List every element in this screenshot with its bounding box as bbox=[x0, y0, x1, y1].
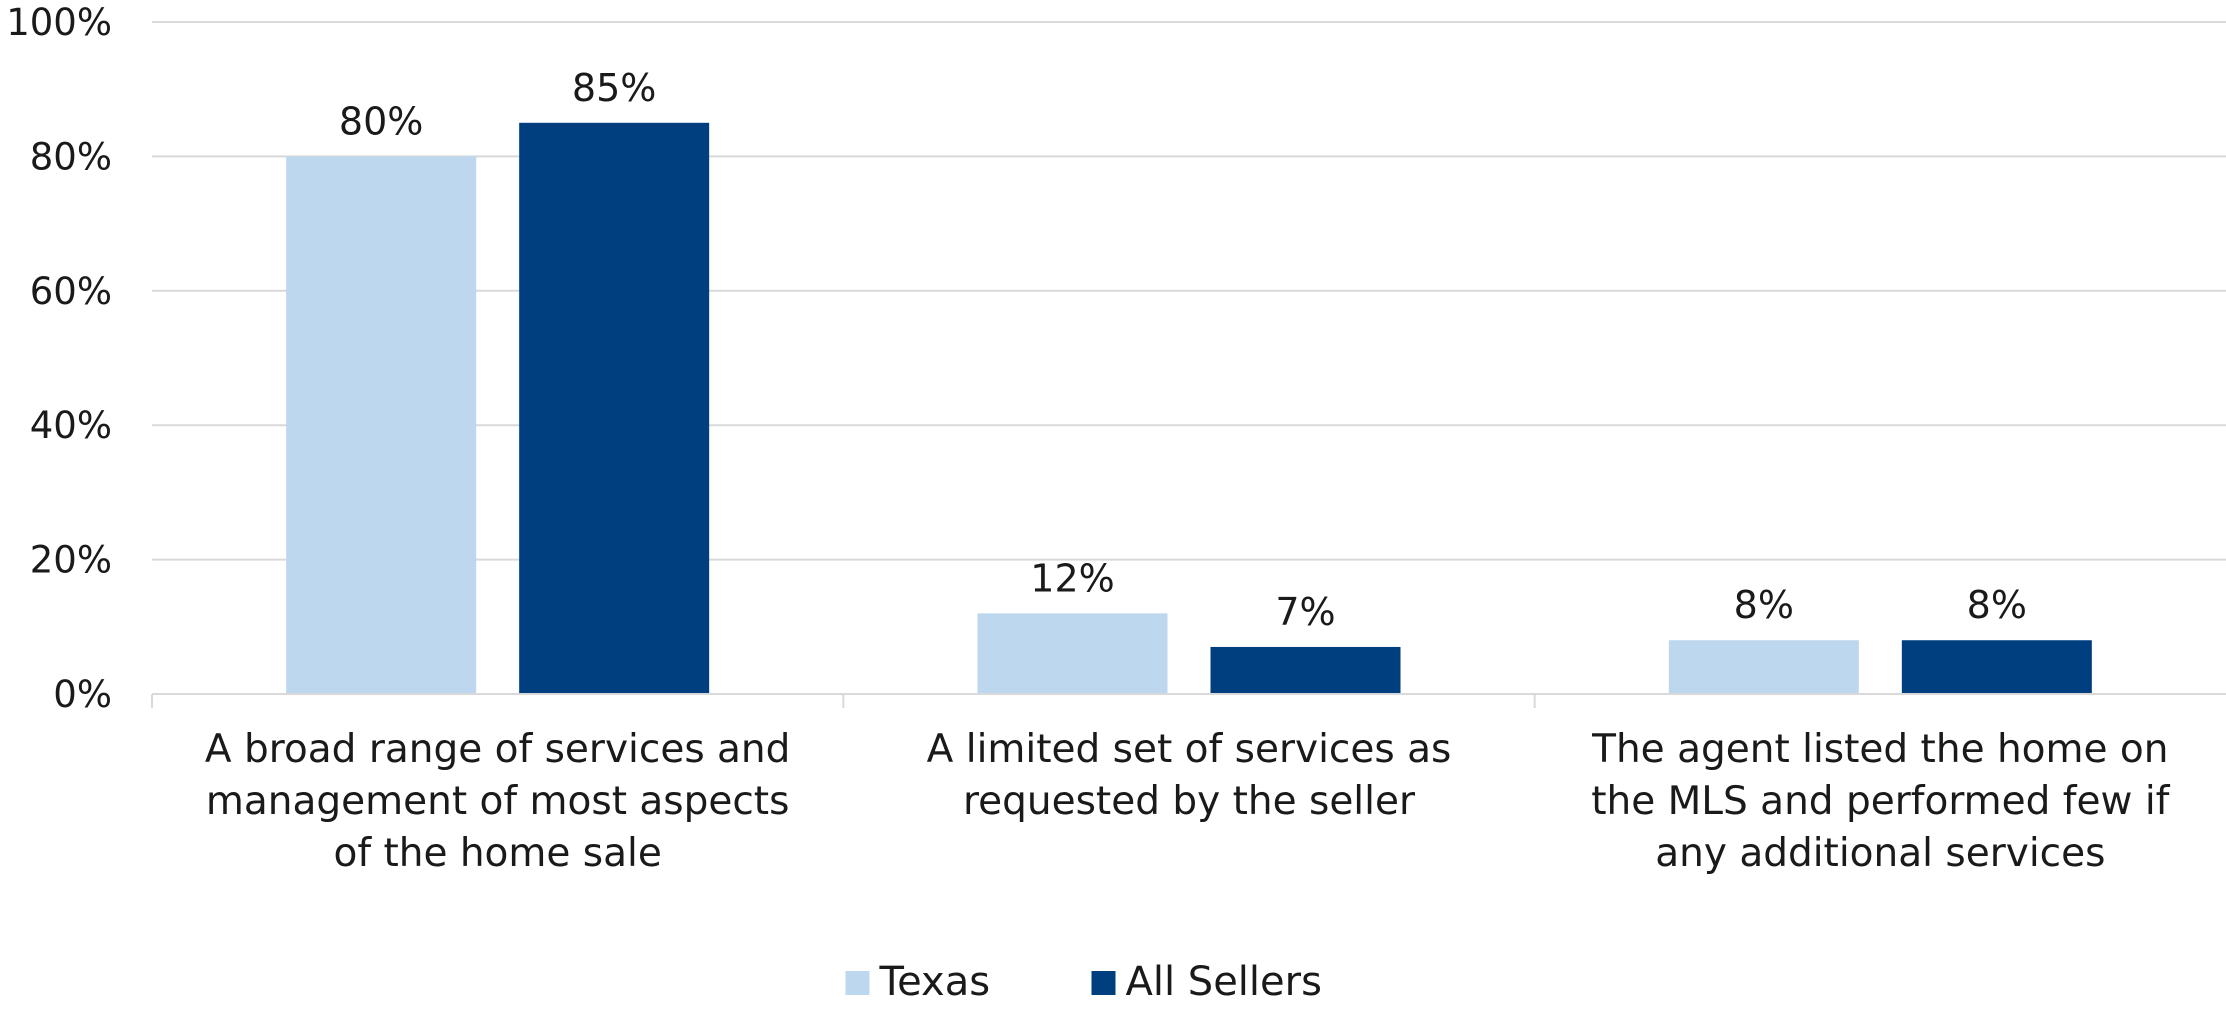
data-label: 85% bbox=[572, 66, 656, 110]
bar bbox=[1668, 640, 1859, 694]
legend: Texas All Sellers bbox=[845, 959, 1322, 1005]
legend-label: All Sellers bbox=[1126, 959, 1322, 1005]
data-label: 8% bbox=[1734, 583, 1794, 627]
bar bbox=[519, 122, 710, 695]
x-category-label: The agent listed the home on the MLS and … bbox=[1591, 727, 2171, 876]
data-label: 80% bbox=[339, 99, 423, 143]
bar bbox=[977, 613, 1168, 694]
legend-swatch bbox=[1091, 971, 1116, 995]
x-category-label: A broad range of services and management … bbox=[205, 727, 791, 876]
data-label: 12% bbox=[1030, 556, 1114, 600]
y-tick-label: 80% bbox=[30, 135, 112, 178]
y-tick-label: 40% bbox=[30, 404, 112, 447]
y-tick-label: 20% bbox=[30, 539, 112, 582]
x-axis bbox=[151, 693, 2226, 708]
data-label: 7% bbox=[1275, 590, 1335, 634]
y-axis-tick-labels: 0% 20% 40% 60% 80% 100% bbox=[6, 1, 112, 716]
legend-swatch bbox=[845, 971, 870, 995]
y-tick-label: 0% bbox=[53, 673, 112, 716]
bar bbox=[286, 156, 477, 694]
gridlines bbox=[152, 21, 2226, 561]
bar bbox=[1210, 646, 1401, 694]
x-category-label: A limited set of services as requested by… bbox=[927, 727, 1452, 824]
category-labels: A broad range of services and management … bbox=[205, 727, 2171, 876]
y-tick-label: 100% bbox=[6, 1, 112, 44]
y-tick-label: 60% bbox=[30, 270, 112, 313]
data-label: 8% bbox=[1967, 583, 2027, 627]
legend-label: Texas bbox=[879, 959, 991, 1005]
bar bbox=[1901, 640, 2092, 694]
bars bbox=[286, 122, 2092, 695]
data-labels: 80% 85% 12% 7% 8% 8% bbox=[339, 66, 2027, 634]
